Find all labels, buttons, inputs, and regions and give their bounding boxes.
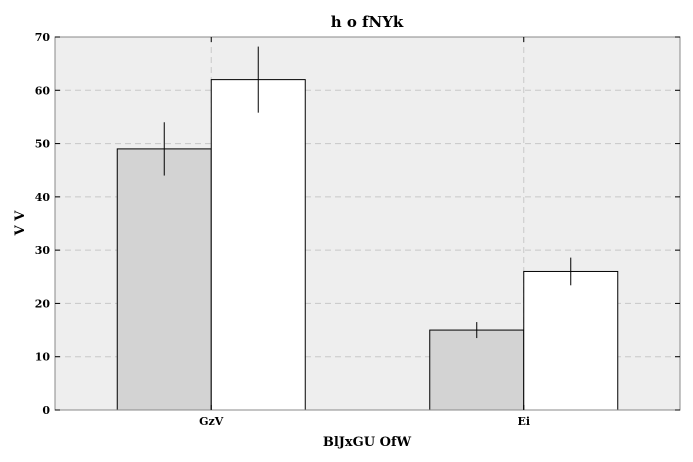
error-bars <box>163 46 572 339</box>
y-tick-label: 50 <box>35 138 51 151</box>
y-tick-label: 40 <box>35 191 51 204</box>
plot-frame <box>54 36 681 411</box>
y-tick-label: 10 <box>35 351 51 364</box>
y-tick-label: 30 <box>35 244 51 257</box>
bar <box>116 148 212 411</box>
y-tick-label: 60 <box>35 84 51 97</box>
bar <box>429 329 525 411</box>
x-axis: GzV Ei <box>199 37 530 428</box>
x-axis-label: BlJxGU OfW <box>323 435 412 450</box>
y-tick-label: 70 <box>35 31 51 44</box>
bars <box>116 79 619 411</box>
y-tick-label: 20 <box>35 297 51 310</box>
y-axis: 0 10 20 30 40 50 60 70 <box>35 31 680 417</box>
bar <box>210 79 306 411</box>
y-tick-label: 0 <box>42 404 50 417</box>
x-tick-label: GzV <box>199 415 224 428</box>
chart-title: h o fNYk <box>331 13 404 31</box>
x-tick-label: Ei <box>517 415 530 428</box>
bar <box>523 270 619 411</box>
y-axis-label: V V <box>13 210 28 237</box>
